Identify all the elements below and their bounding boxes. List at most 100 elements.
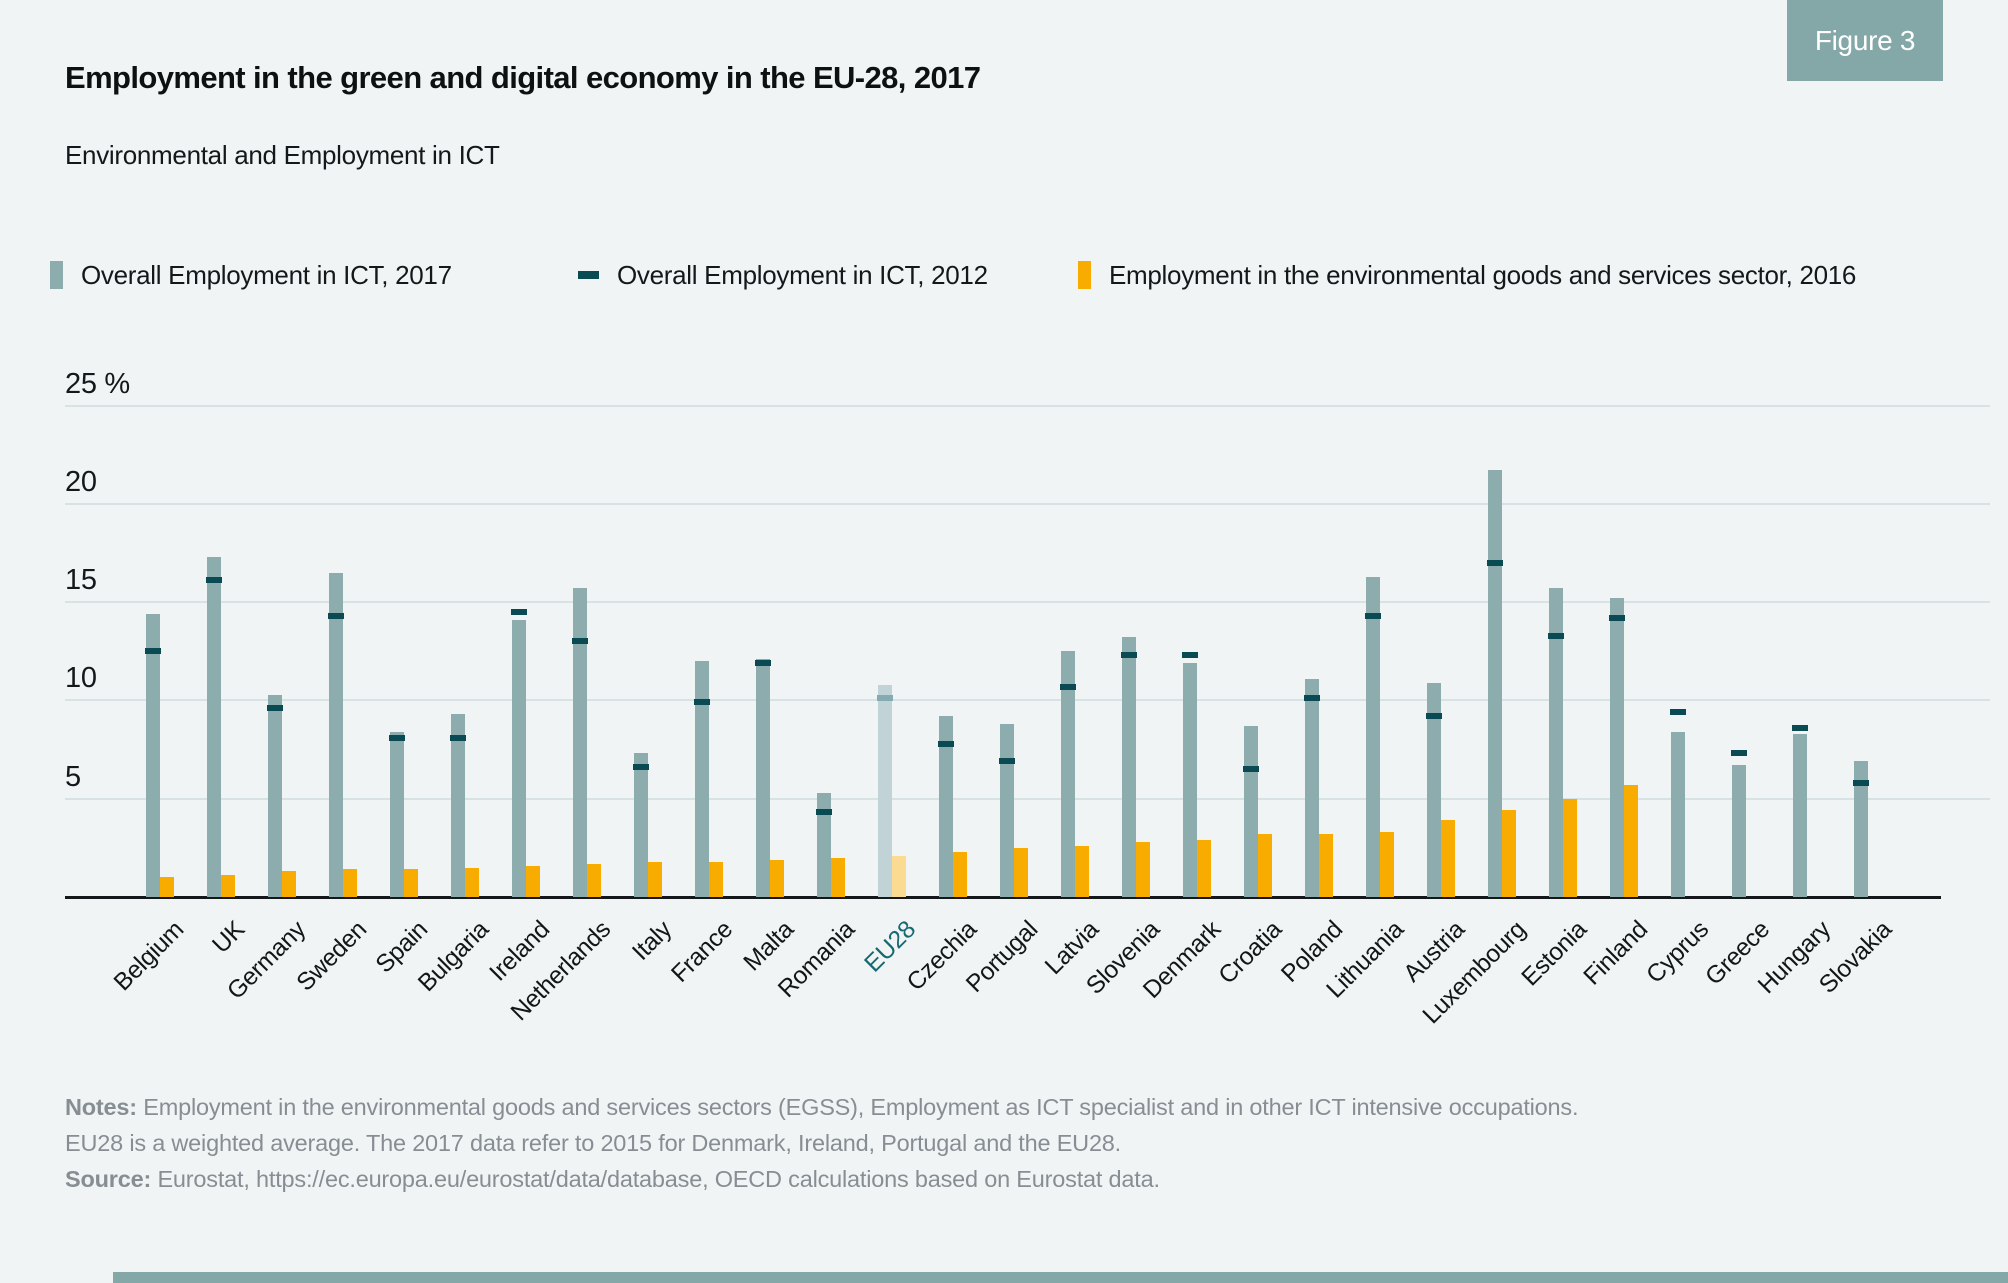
dash-ict-2012-denmark [1182, 652, 1198, 659]
dash-ict-2012-france [694, 699, 710, 706]
bar-egss-2016-latvia [1075, 845, 1089, 897]
bar-ict-2017-luxembourg [1488, 470, 1502, 897]
bar-ict-2017-finland [1610, 598, 1624, 897]
bar-ict-2017-greece [1732, 765, 1746, 897]
bar-ict-2017-czechia [939, 716, 953, 897]
page-title: Employment in the green and digital econ… [65, 60, 981, 95]
bar-ict-2017-germany [268, 694, 282, 897]
bar-egss-2016-malta [770, 859, 784, 897]
bar-ict-2017-lithuania [1366, 576, 1380, 897]
dash-ict-2012-estonia [1548, 632, 1564, 639]
gridline-15 [65, 601, 1990, 604]
x-axis-line [65, 896, 1941, 899]
bar-egss-2016-ireland [526, 865, 540, 897]
bar-egss-2016-belgium [160, 877, 174, 897]
bar-ict-2017-estonia [1549, 588, 1563, 897]
dash-ict-2012-cyprus [1670, 709, 1686, 716]
notes-line-2: EU28 is a weighted average. The 2017 dat… [65, 1130, 1121, 1157]
y-tick-label-15: 15 [65, 564, 97, 597]
notes-text-2: EU28 is a weighted average. The 2017 dat… [65, 1130, 1122, 1156]
bar-ict-2017-hungary [1793, 733, 1807, 897]
y-tick-label-20: 20 [65, 465, 97, 498]
y-tick-label-10: 10 [65, 662, 97, 695]
bar-ict-2017-slovakia [1854, 761, 1868, 897]
bar-ict-2017-poland [1305, 678, 1319, 897]
legend-item-egss-2016: Employment in the environmental goods an… [1078, 260, 1856, 290]
bar-egss-2016-spain [404, 869, 418, 897]
dash-ict-2012-slovenia [1121, 652, 1137, 659]
bar-egss-2016-netherlands [587, 863, 601, 897]
dash-ict-2012-luxembourg [1487, 559, 1503, 566]
dash-ict-2012-poland [1304, 695, 1320, 702]
dash-ict-2012-greece [1731, 750, 1747, 757]
dash-ict-2012-germany [267, 705, 283, 712]
bar-ict-2017-romania [817, 792, 831, 897]
bar-ict-2017-croatia [1244, 725, 1258, 897]
dash-ict-2012-slovakia [1853, 779, 1869, 786]
bar-egss-2016-germany [282, 871, 296, 897]
bar-egss-2016-bulgaria [465, 867, 479, 897]
bar-ict-2017-latvia [1061, 651, 1075, 897]
bar-egss-2016-finland [1624, 784, 1638, 897]
dash-ict-2012-romania [816, 809, 832, 816]
y-tick-label-25: 25 % [65, 367, 130, 400]
bar-egss-2016-austria [1441, 820, 1455, 897]
bar-ict-2017-bulgaria [451, 714, 465, 897]
bar-ict-2017-malta [756, 659, 770, 897]
bar-egss-2016-slovenia [1136, 841, 1150, 897]
notes-text-1: Employment in the environmental goods an… [136, 1094, 1579, 1120]
bar-egss-2016-italy [648, 861, 662, 897]
dash-ict-2012-sweden [328, 612, 344, 619]
legend-label-egss-2016: Employment in the environmental goods an… [1109, 259, 1857, 290]
legend-label-ict-2012: Overall Employment in ICT, 2012 [617, 259, 988, 290]
dash-ict-2012-czechia [938, 740, 954, 747]
bar-ict-2017-cyprus [1671, 731, 1685, 897]
bar-ict-2017-eu28 [878, 684, 892, 897]
gridline-10 [65, 699, 1990, 702]
legend-swatch-ict-2012 [578, 271, 599, 279]
bar-egss-2016-sweden [343, 869, 357, 897]
dash-ict-2012-spain [389, 734, 405, 741]
bar-ict-2017-austria [1427, 682, 1441, 897]
gridline-25 [65, 404, 1990, 407]
bar-egss-2016-uk [221, 875, 235, 897]
bar-egss-2016-croatia [1258, 834, 1272, 897]
legend-item-ict-2017: Overall Employment in ICT, 2017 [50, 260, 452, 290]
bar-egss-2016-portugal [1014, 847, 1028, 897]
bar-ict-2017-netherlands [573, 588, 587, 897]
bar-ict-2017-france [695, 661, 709, 897]
notes-label: Notes: [65, 1094, 137, 1120]
dash-ict-2012-latvia [1060, 683, 1076, 690]
bar-ict-2017-spain [390, 731, 404, 897]
source-line: Source: Eurostat, https://ec.europa.eu/e… [65, 1166, 1160, 1193]
dash-ict-2012-netherlands [572, 638, 588, 645]
source-text: Eurostat, https://ec.europa.eu/eurostat/… [151, 1166, 1160, 1192]
bar-egss-2016-eu28 [892, 855, 906, 897]
bar-ict-2017-belgium [146, 613, 160, 897]
legend-label-ict-2017: Overall Employment in ICT, 2017 [81, 259, 452, 290]
dash-ict-2012-finland [1609, 614, 1625, 621]
bottom-accent-bar [113, 1272, 2008, 1283]
gridline-5 [65, 797, 1990, 800]
legend-item-ict-2012: Overall Employment in ICT, 2012 [578, 260, 988, 290]
bar-egss-2016-luxembourg [1502, 810, 1516, 897]
bar-egss-2016-poland [1319, 834, 1333, 897]
dash-ict-2012-hungary [1792, 724, 1808, 731]
bar-ict-2017-portugal [1000, 723, 1014, 897]
dash-ict-2012-italy [633, 764, 649, 771]
bar-egss-2016-denmark [1197, 839, 1211, 897]
dash-ict-2012-bulgaria [450, 734, 466, 741]
bar-ict-2017-sweden [329, 572, 343, 897]
dash-ict-2012-uk [206, 577, 222, 584]
dash-ict-2012-lithuania [1365, 612, 1381, 619]
bar-egss-2016-estonia [1563, 798, 1577, 897]
figure-badge: Figure 3 [1787, 0, 1943, 81]
bar-ict-2017-slovenia [1122, 637, 1136, 897]
dash-ict-2012-eu28 [877, 695, 893, 702]
bar-ict-2017-denmark [1183, 663, 1197, 897]
source-label: Source: [65, 1166, 152, 1192]
gridline-20 [65, 502, 1990, 505]
legend-swatch-egss-2016 [1078, 261, 1091, 289]
notes-line-1: Notes: Employment in the environmental g… [65, 1094, 1578, 1121]
